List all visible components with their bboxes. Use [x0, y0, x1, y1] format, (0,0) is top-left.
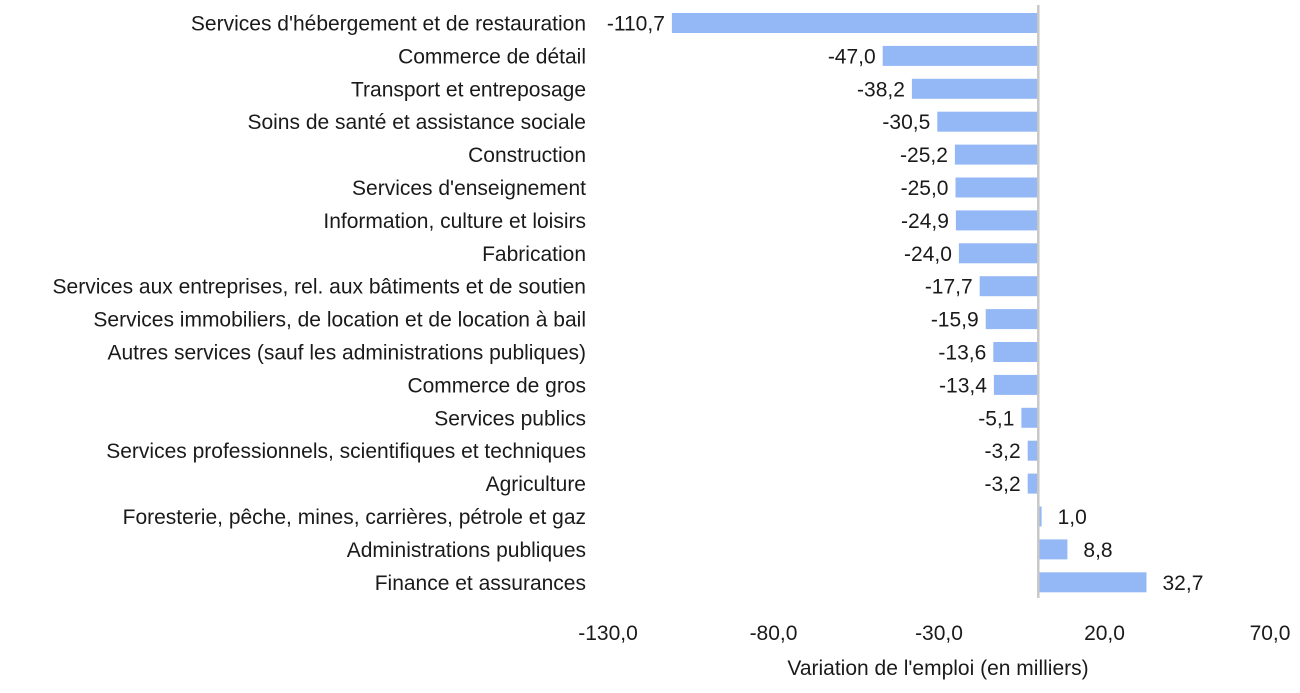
category-label: Services immobiliers, de location et de …	[93, 309, 586, 332]
category-label: Services d'enseignement	[352, 177, 586, 200]
value-label: 8,8	[1083, 539, 1112, 562]
category-label: Foresterie, pêche, mines, carrières, pét…	[123, 506, 586, 529]
category-label: Services publics	[434, 407, 586, 430]
category-label: Finance et assurances	[375, 572, 586, 595]
category-label: Services aux entreprises, rel. aux bâtim…	[53, 276, 586, 299]
category-label: Construction	[468, 144, 586, 167]
bar	[954, 144, 1039, 165]
category-label: Commerce de gros	[407, 374, 586, 397]
x-tick-label: 70,0	[1250, 622, 1291, 645]
bar	[671, 13, 1039, 33]
value-label: -17,7	[925, 276, 973, 299]
x-tick-label: -130,0	[578, 622, 638, 645]
value-label: -24,9	[901, 210, 949, 233]
value-label: -110,7	[607, 13, 665, 36]
value-label: -25,2	[900, 144, 948, 167]
value-label: -25,0	[901, 177, 949, 200]
category-label: Commerce de détail	[398, 45, 586, 68]
category-label: Transport et entreposage	[351, 78, 586, 101]
value-label: 32,7	[1163, 572, 1204, 595]
category-labels: Services d'hébergement et de restauratio…	[53, 13, 587, 595]
category-label: Administrations publiques	[347, 539, 586, 562]
category-label: Autres services (sauf les administration…	[107, 342, 586, 365]
x-tick-labels: -130,0 -80,0 -30,0 20,0 70,0	[578, 622, 1290, 645]
x-tick-label: 20,0	[1084, 622, 1125, 645]
value-label: -15,9	[931, 309, 979, 332]
value-label: 1,0	[1058, 506, 1087, 529]
category-label: Agriculture	[486, 473, 586, 496]
x-axis-title: Variation de l'emploi (en milliers)	[787, 657, 1088, 680]
value-label: -24,0	[904, 243, 952, 266]
value-label: -13,4	[939, 374, 987, 397]
value-label: -3,2	[985, 440, 1021, 463]
value-label: -38,2	[857, 78, 905, 101]
bars-group	[671, 13, 1147, 593]
category-label: Services d'hébergement et de restauratio…	[191, 13, 586, 36]
value-label: -3,2	[985, 473, 1021, 496]
x-tick-label: -80,0	[750, 622, 798, 645]
category-label: Information, culture et loisirs	[323, 210, 586, 233]
bar	[1027, 473, 1039, 494]
value-label: -30,5	[882, 111, 930, 134]
bar	[937, 111, 1039, 132]
value-label: -47,0	[828, 45, 876, 68]
category-label: Fabrication	[482, 243, 586, 266]
bar	[1027, 440, 1039, 461]
bar	[955, 177, 1039, 198]
category-label: Services professionnels, scientifiques e…	[106, 440, 586, 463]
value-label: -13,6	[938, 342, 986, 365]
bar	[882, 45, 1039, 66]
value-labels: -110,7 -47,0 -38,2 -30,5 -25,2 -25,0 -24,9 -24,…	[607, 13, 1203, 595]
bar	[1038, 572, 1147, 593]
bar	[993, 342, 1039, 362]
bar	[985, 309, 1039, 330]
category-label: Soins de santé et assistance sociale	[247, 111, 586, 134]
bar	[993, 374, 1039, 395]
bar	[1021, 407, 1039, 428]
x-tick-label: -30,0	[915, 622, 963, 645]
bar	[955, 210, 1039, 231]
value-label: -5,1	[978, 407, 1014, 430]
bar	[979, 276, 1039, 297]
bar	[1038, 506, 1042, 527]
bar	[958, 243, 1039, 264]
bar	[1038, 539, 1068, 560]
bar	[911, 78, 1039, 99]
